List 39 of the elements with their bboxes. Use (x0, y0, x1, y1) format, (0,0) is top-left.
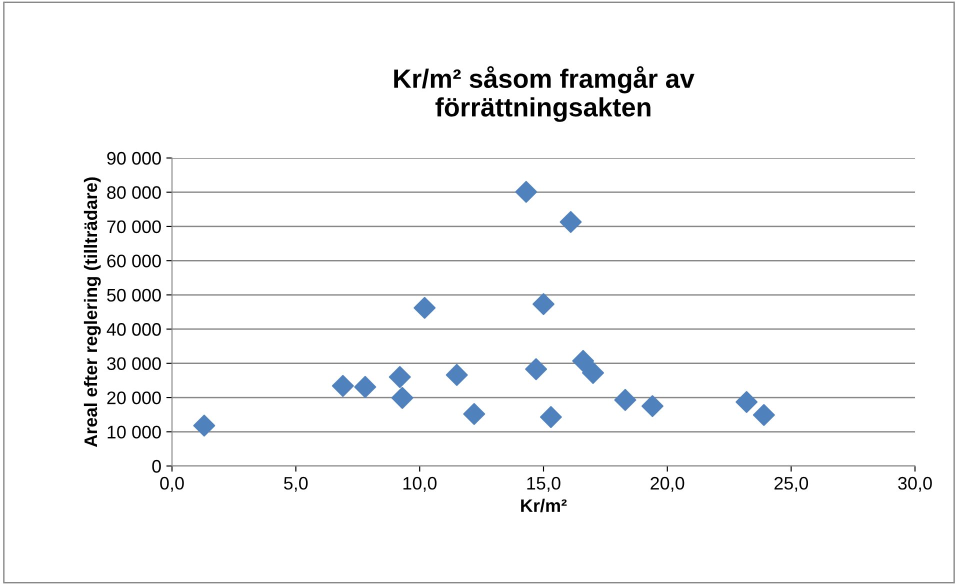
x-axis-title: Kr/m² (521, 498, 567, 512)
point (560, 211, 582, 233)
point (515, 180, 538, 203)
point (532, 293, 554, 316)
chart-title: Kr/m² såsom framgår av förrättningsakten (394, 66, 694, 122)
point (614, 388, 636, 411)
x-tick-label: 15,0 (527, 476, 560, 492)
point (354, 376, 376, 398)
point (388, 366, 411, 388)
y-tick-label: 70 000 (107, 220, 161, 234)
y-tick-label: 50 000 (107, 288, 161, 302)
y-tick-label: 90 000 (107, 152, 161, 165)
x-tick-label: 0,0 (160, 476, 184, 492)
point (540, 406, 562, 428)
point (446, 364, 468, 386)
point (582, 362, 604, 384)
point (752, 404, 775, 426)
y-tick-label: 10 000 (108, 426, 161, 438)
y-tick-label: 30 000 (107, 357, 161, 370)
point (463, 402, 486, 425)
y-axis-title: Areal efter reglering (tillträdare) (84, 177, 101, 447)
x-tick-label: 5,0 (284, 476, 308, 492)
point (736, 391, 758, 413)
x-tick-label: 20,0 (650, 476, 684, 492)
y-tick-label: 0 (152, 460, 161, 473)
point (572, 350, 594, 372)
y-tick-label: 20 000 (107, 391, 161, 404)
y-tick-label: 80 000 (107, 186, 161, 199)
point (193, 414, 216, 437)
x-tick-label: 30,0 (898, 476, 932, 492)
point (414, 296, 436, 319)
y-tick-label: 60 000 (107, 254, 161, 268)
x-tick-label: 10,0 (403, 476, 437, 492)
point (641, 395, 664, 418)
point (332, 374, 354, 397)
point (391, 386, 414, 409)
x-tick-label: 25,0 (774, 476, 808, 492)
y-tick-label: 40 000 (106, 323, 161, 336)
point (525, 358, 548, 380)
